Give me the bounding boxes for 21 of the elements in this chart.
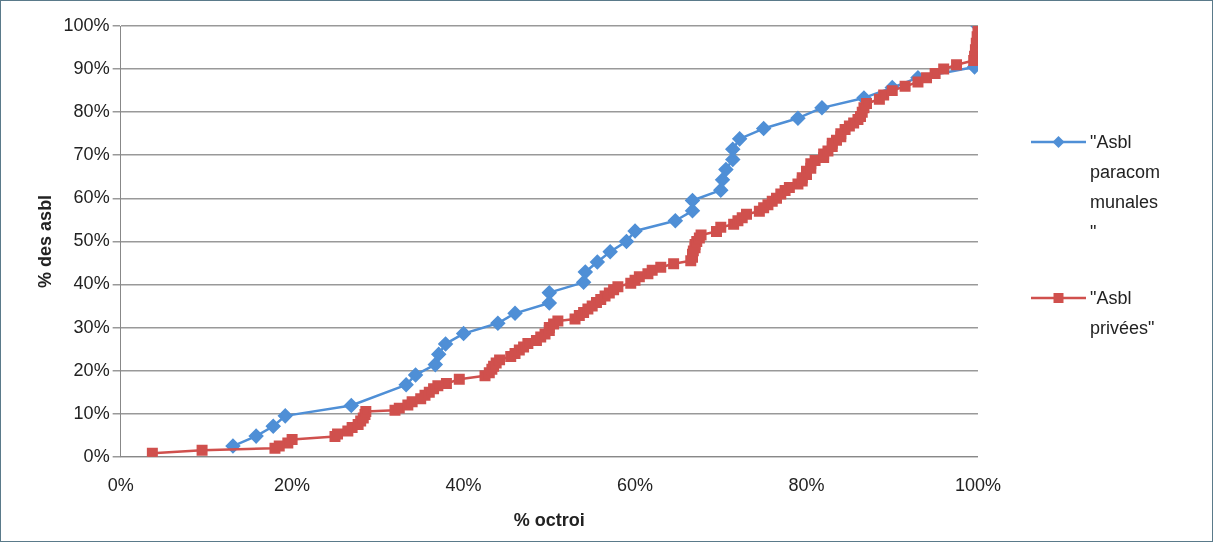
y-tick-label: 40% (73, 273, 110, 294)
x-tick-label: 80% (788, 474, 825, 495)
y-tick-label: 50% (73, 230, 110, 251)
y-tick-label: 70% (73, 144, 110, 165)
y-tick-label: 0% (83, 445, 110, 466)
x-tick-label: 100% (954, 474, 1001, 495)
x-tick-label: 20% (274, 474, 311, 495)
x-tick-label: 40% (445, 474, 482, 495)
y-tick-label: 10% (73, 402, 110, 423)
y-tick-label: 30% (73, 316, 110, 337)
x-tick-label: 0% (107, 474, 134, 495)
y-axis-title: % des asbl (34, 194, 55, 288)
y-tick-label: 60% (73, 187, 110, 208)
legend-label: "Asbl paracommunales" (1090, 131, 1161, 244)
x-axis-title: % octroi (513, 510, 585, 531)
y-tick-label: 20% (73, 359, 110, 380)
x-tick-label: 60% (617, 474, 654, 495)
y-tick-label: 80% (73, 101, 110, 122)
legend-label: "Asbl privées" (1090, 287, 1156, 340)
y-tick-label: 90% (73, 58, 110, 79)
y-tick-label: 100% (63, 14, 110, 35)
